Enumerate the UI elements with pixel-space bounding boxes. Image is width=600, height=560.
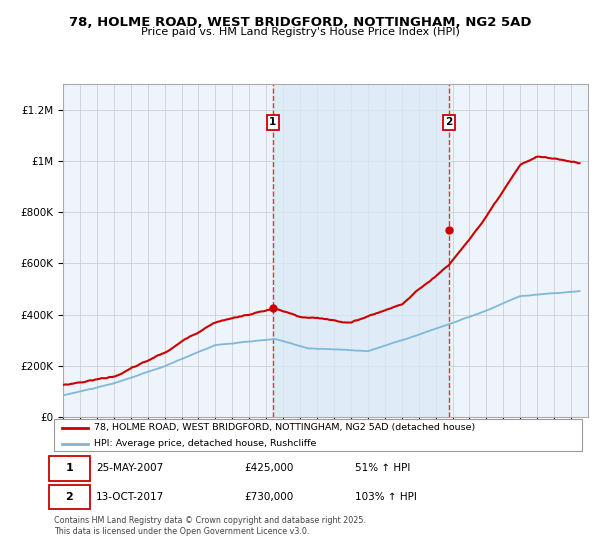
Text: Price paid vs. HM Land Registry's House Price Index (HPI): Price paid vs. HM Land Registry's House … [140, 27, 460, 37]
Text: 2: 2 [65, 492, 73, 502]
Text: 103% ↑ HPI: 103% ↑ HPI [355, 492, 417, 502]
Bar [272, 84, 449, 417]
Text: £730,000: £730,000 [244, 492, 293, 502]
Text: £425,000: £425,000 [244, 463, 293, 473]
FancyBboxPatch shape [49, 485, 90, 510]
Text: 78, HOLME ROAD, WEST BRIDGFORD, NOTTINGHAM, NG2 5AD (detached house): 78, HOLME ROAD, WEST BRIDGFORD, NOTTINGH… [94, 423, 475, 432]
Text: 1: 1 [65, 463, 73, 473]
Text: 1: 1 [269, 117, 276, 127]
Text: 25-MAY-2007: 25-MAY-2007 [96, 463, 163, 473]
FancyBboxPatch shape [49, 456, 90, 480]
Text: 78, HOLME ROAD, WEST BRIDGFORD, NOTTINGHAM, NG2 5AD: 78, HOLME ROAD, WEST BRIDGFORD, NOTTINGH… [69, 16, 531, 29]
Text: 13-OCT-2017: 13-OCT-2017 [96, 492, 164, 502]
FancyBboxPatch shape [54, 419, 582, 451]
Text: 2: 2 [445, 117, 452, 127]
Text: Contains HM Land Registry data © Crown copyright and database right 2025.
This d: Contains HM Land Registry data © Crown c… [54, 516, 366, 536]
Text: 51% ↑ HPI: 51% ↑ HPI [355, 463, 410, 473]
Text: HPI: Average price, detached house, Rushcliffe: HPI: Average price, detached house, Rush… [94, 439, 316, 448]
